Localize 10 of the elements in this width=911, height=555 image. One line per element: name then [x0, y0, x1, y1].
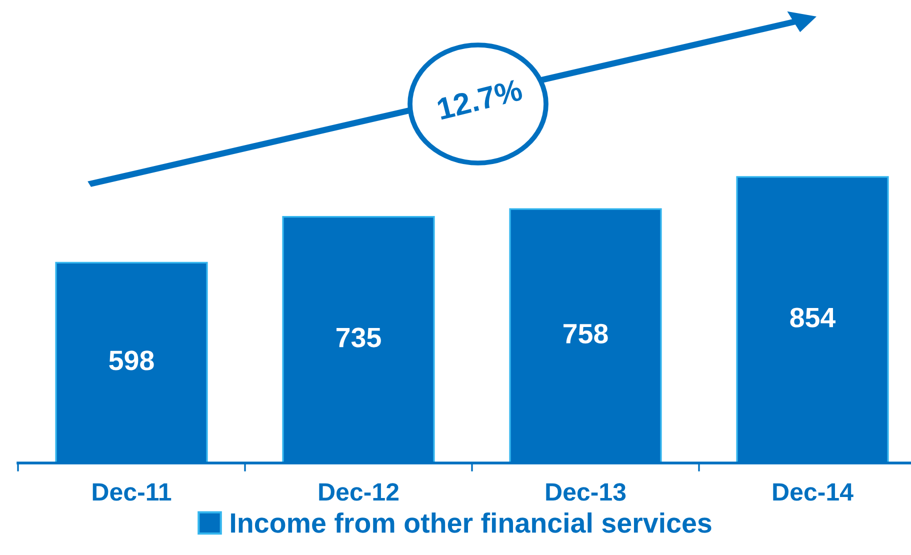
- x-tick-label: Dec-14: [773, 483, 854, 501]
- data-label: 735: [336, 328, 381, 348]
- data-label: 854: [790, 308, 836, 328]
- data-label: 758: [564, 324, 608, 344]
- data-label: 598: [109, 350, 154, 370]
- text: 12.7%: [436, 78, 524, 120]
- x-tick-label: Dec-12: [319, 483, 398, 501]
- legend-label: Income from other financial services: [231, 512, 712, 533]
- x-tick-label: Dec-11: [92, 483, 172, 501]
- x-tick-label: Dec-13: [546, 483, 626, 501]
